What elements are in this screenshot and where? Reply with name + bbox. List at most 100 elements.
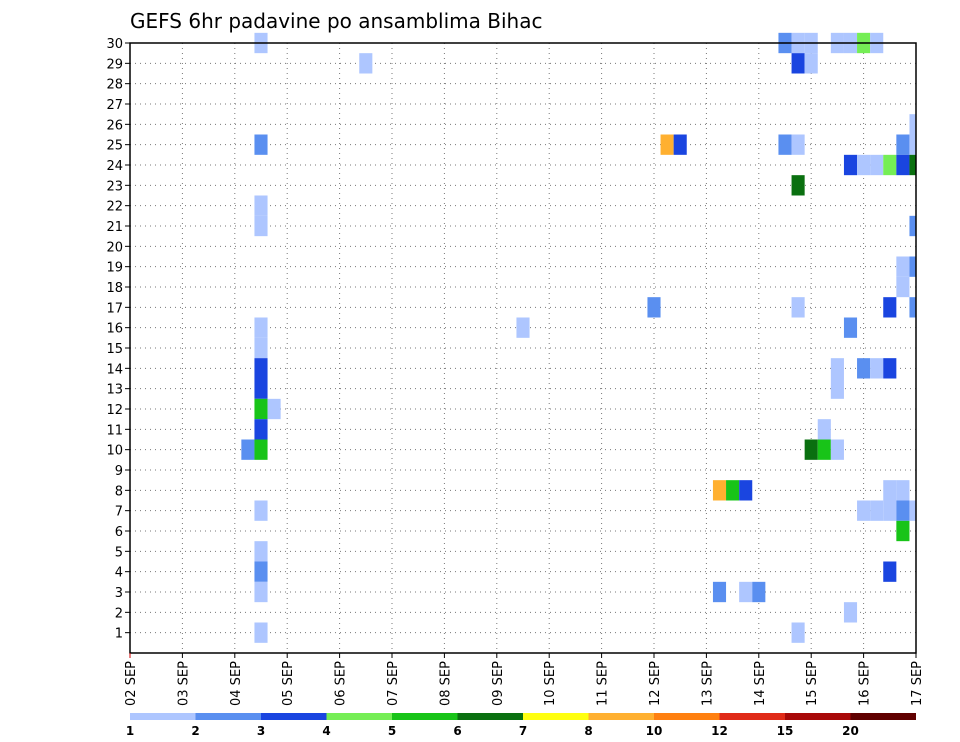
heatmap-cell [804,439,818,460]
x-tick-label: 07 SEP [386,661,401,706]
y-tick-label: 17 [106,301,123,316]
y-tick-label: 13 [106,383,123,398]
heatmap-cell [791,622,805,643]
heatmap-cell [909,297,916,318]
colorbar-segment [130,713,196,720]
x-tick-label: 03 SEP [176,661,191,706]
heatmap-cell [660,134,674,155]
x-tick-label: 11 SEP [596,661,611,706]
y-tick-label: 20 [106,240,123,255]
heatmap-cell [254,337,268,359]
heatmap-cell [883,358,897,379]
colorbar-segment [392,713,458,720]
x-tick-label: 15 SEP [805,661,820,706]
x-tick-label: 09 SEP [491,661,506,706]
colorbar-label: 15 [777,724,794,738]
chart-title: GEFS 6hr padavine po ansamblima Bihac [130,9,542,33]
colorbar-segment [326,713,392,720]
colorbar-segment [523,713,589,720]
heatmap-cell [791,175,805,196]
heatmap-cell [896,480,910,501]
x-tick-label: 12 SEP [648,661,663,706]
colorbar-segment [654,713,720,720]
colorbar-label: 4 [322,724,330,738]
y-tick-label: 7 [115,505,123,520]
heatmap-cell [778,134,792,155]
y-tick-label: 2 [115,606,123,621]
heatmap-cells [241,32,916,643]
heatmap-cell [883,297,897,318]
colorbar-segment [785,713,851,720]
x-tick-label: 05 SEP [281,661,296,706]
x-tick-label: 14 SEP [753,661,768,706]
colorbar-segment [850,713,916,720]
heatmap-cell [830,358,844,379]
heatmap-cell [254,541,268,562]
heatmap-cell [909,256,916,277]
heatmap-cell [254,134,268,155]
heatmap-cell [909,134,916,155]
heatmap-cell [817,439,831,460]
heatmap-cell [254,215,268,237]
x-tick-label: 17 SEP [910,661,925,706]
heatmap-cell [752,581,766,603]
y-axis-ticks: 1234567891011121314151617181920212223242… [106,37,130,642]
heatmap-cell [254,398,268,420]
x-tick-label: 08 SEP [438,661,453,706]
colorbar-label: 12 [711,724,728,738]
heatmap-cell [870,154,884,176]
heatmap-cell [830,439,844,460]
colorbar-segment [261,713,327,720]
heatmap-cell [909,500,916,521]
y-tick-label: 30 [106,37,123,52]
heatmap-cell [883,500,897,521]
y-tick-label: 4 [115,566,123,581]
y-tick-label: 9 [115,464,123,479]
colorbar-label: 6 [453,724,461,738]
heatmap-cell [647,297,661,318]
heatmap-cell [843,602,858,623]
heatmap-cell [254,439,268,460]
heatmap-cell [712,480,727,501]
heatmap-cell [673,134,687,155]
colorbar-label: 5 [388,724,396,738]
heatmap-cell [883,154,897,176]
y-tick-label: 26 [106,118,123,133]
y-tick-label: 16 [106,322,123,337]
y-tick-label: 22 [106,200,123,215]
colorbar-segment [588,713,654,720]
x-tick-label: 16 SEP [858,661,873,706]
y-tick-label: 21 [106,220,123,235]
heatmap-cell [909,215,916,237]
heatmap-cell [896,256,910,277]
heatmap-cell [896,276,910,298]
y-tick-label: 10 [106,444,123,459]
heatmap-cell [857,358,871,379]
colorbar-segment [719,713,785,720]
colorbar: 1 2 3 4 5 6 7 8 10 12 15 20 [126,713,916,738]
heatmap-cell [791,134,805,155]
heatmap-cell [883,480,897,501]
y-tick-label: 23 [106,179,123,194]
y-tick-label: 3 [115,586,123,601]
y-tick-label: 15 [106,342,123,357]
heatmap-cell [817,419,831,440]
heatmap-cell [712,581,727,603]
heatmap-cell [830,378,844,399]
y-tick-label: 29 [106,57,123,72]
heatmap-cell [791,53,805,74]
heatmap-cell [896,500,910,521]
heatmap-cell [909,114,916,135]
heatmap-cell [254,317,268,338]
y-tick-label: 27 [106,98,123,113]
heatmap-cell [267,398,281,420]
colorbar-segment [457,713,523,720]
colorbar-label: 1 [126,724,134,738]
y-tick-label: 12 [106,403,123,418]
heatmap-cell [883,561,897,582]
y-tick-label: 18 [106,281,123,296]
heatmap-cell [857,154,871,176]
colorbar-label: 7 [519,724,527,738]
x-axis-ticks: 02 SEP 03 SEP 04 SEP 05 SEP 06 SEP 07 SEP 08 S… [124,653,925,706]
x-tick-label: 04 SEP [229,661,244,706]
